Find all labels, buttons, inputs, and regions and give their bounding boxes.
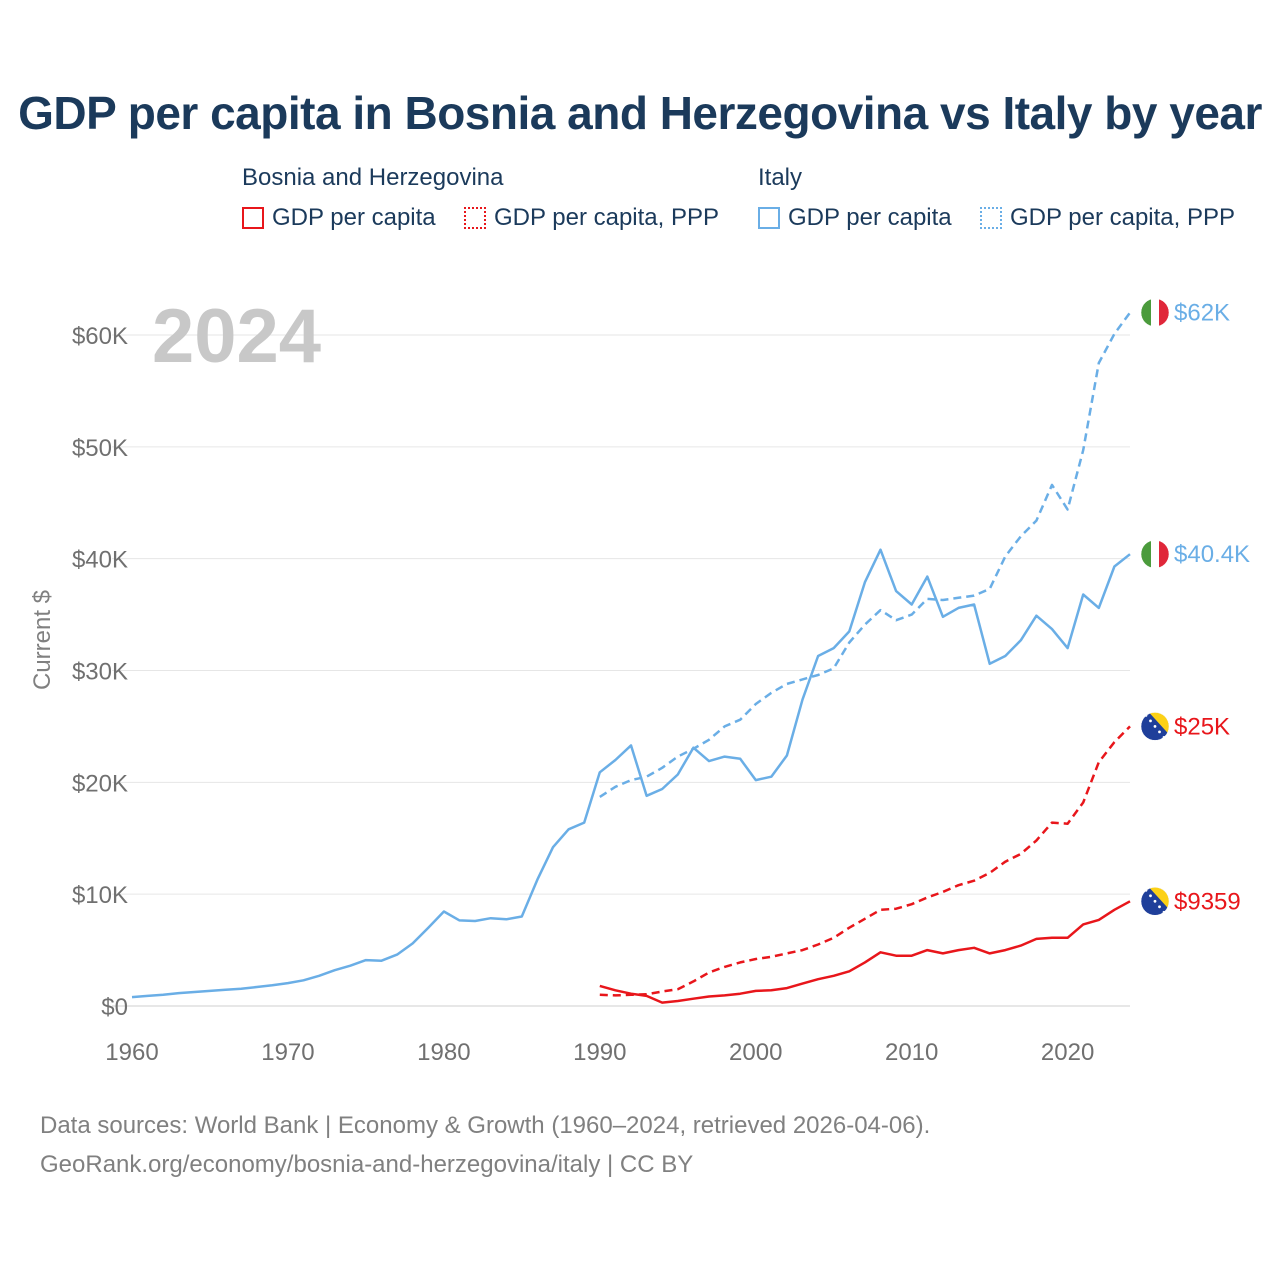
x-tick-label: 1960 <box>105 1039 158 1066</box>
legend-swatch-solid-blue <box>758 207 780 229</box>
y-tick-label: $40K <box>72 547 128 574</box>
legend-group-italy: Italy <box>758 164 803 191</box>
legend-item-bosnia-gdp-ppp[interactable]: GDP per capita, PPP <box>464 204 719 232</box>
italy-gdp-ppp-line <box>599 311 1132 798</box>
year-watermark: 2024 <box>152 294 321 379</box>
legend: Bosnia and Herzegovina GDP per capita GD… <box>0 160 1280 250</box>
x-tick-label: 1990 <box>573 1039 626 1066</box>
flag-stripe-white <box>1151 298 1159 327</box>
italy-flag-icon <box>1140 298 1170 327</box>
legend-swatch-dotted-blue <box>980 207 1002 229</box>
flag-stripe-red <box>1159 540 1169 569</box>
flag-stripe-green <box>1141 298 1151 327</box>
flag-border <box>1140 887 1170 916</box>
axes: $0 $10K $20K $30K $40K $50K $60K 1960 1970 1980 19… <box>72 323 1094 1066</box>
x-tick-label: 1980 <box>417 1039 470 1066</box>
bosnia-flag-icon <box>1140 887 1170 916</box>
y-tick-label: $0 <box>101 994 128 1021</box>
flag-triangle-yellow <box>1149 712 1169 735</box>
legend-item-italy-gdp-ppp[interactable]: GDP per capita, PPP <box>980 204 1235 232</box>
legend-item-label: GDP per capita, PPP <box>1010 204 1235 231</box>
bosnia-gdp-line <box>599 900 1131 1004</box>
legend-group-bosnia: Bosnia and Herzegovina <box>242 164 504 191</box>
legend-item-bosnia-gdp[interactable]: GDP per capita <box>242 204 436 232</box>
x-tick-label: 1970 <box>261 1039 314 1066</box>
y-tick-label: $50K <box>72 435 128 462</box>
x-tick-label: 2020 <box>1041 1039 1094 1066</box>
flag-star <box>1149 894 1152 898</box>
flag-stripe-white <box>1151 540 1159 569</box>
flag-star <box>1153 725 1157 728</box>
italy-end-value-label: $62K <box>1174 300 1230 327</box>
chart-title: GDP per capita in Bosnia and Herzegovina… <box>18 87 1262 139</box>
flag-star <box>1158 905 1161 909</box>
bosnia-gdp-ppp-line <box>599 725 1131 997</box>
italy-gdp-line <box>131 548 1131 999</box>
x-tick-label: 2000 <box>729 1039 782 1066</box>
flag-border <box>1140 539 1170 569</box>
y-tick-label: $30K <box>72 659 128 686</box>
y-tick-label: $60K <box>72 323 128 350</box>
y-axis-title: Current $ <box>29 590 56 690</box>
italy-flag-icon <box>1140 539 1170 569</box>
flag-star <box>1158 730 1161 734</box>
bosnia-end-value-label: $9359 <box>1174 888 1241 915</box>
x-tick-label: 2010 <box>885 1039 938 1066</box>
series-lines <box>131 311 1132 1004</box>
flag-border <box>1140 298 1170 327</box>
flag-stripe-red <box>1159 298 1169 327</box>
legend-item-label: GDP per capita, PPP <box>494 204 719 231</box>
data-sources: Data sources: World Bank | Economy & Gro… <box>40 1106 930 1184</box>
flag-border <box>1140 712 1170 741</box>
bosnia-end-value-label: $25K <box>1174 713 1230 740</box>
legend-swatch-solid-red <box>242 207 264 229</box>
sources-line-2[interactable]: GeoRank.org/economy/bosnia-and-herzegovi… <box>40 1151 694 1178</box>
italy-end-value-label: $40.4K <box>1174 541 1250 568</box>
legend-item-label: GDP per capita <box>788 204 952 231</box>
y-tick-label: $10K <box>72 882 128 909</box>
flag-stripe-green <box>1141 540 1151 569</box>
legend-swatch-dotted-red <box>464 207 486 229</box>
grid-lines <box>112 334 1130 1007</box>
flag-triangle-yellow <box>1149 887 1169 910</box>
legend-item-italy-gdp[interactable]: GDP per capita <box>758 204 952 232</box>
legend-item-label: GDP per capita <box>272 204 436 231</box>
bosnia-flag-icon <box>1140 712 1170 741</box>
sources-line-1: Data sources: World Bank | Economy & Gro… <box>40 1112 931 1139</box>
flag-star <box>1149 719 1152 723</box>
flag-star <box>1153 899 1157 903</box>
end-labels: $40.4K $62K $9359 $25K <box>1140 298 1250 916</box>
y-tick-label: $20K <box>72 770 128 797</box>
